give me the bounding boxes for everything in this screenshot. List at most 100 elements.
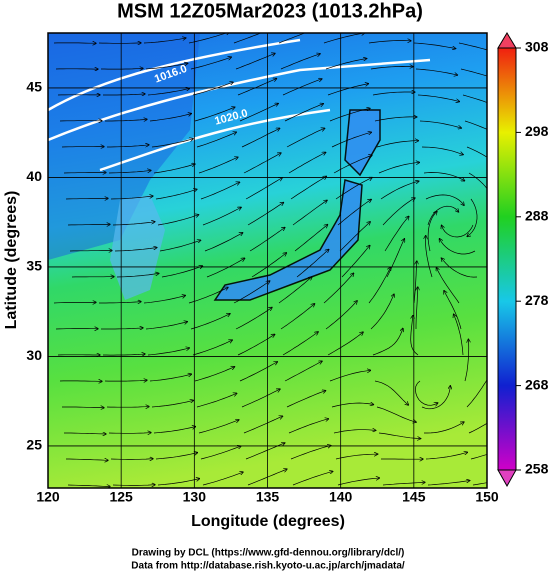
streamline	[327, 332, 363, 356]
streamline	[233, 281, 270, 304]
streamline	[63, 173, 106, 174]
plot-area	[48, 33, 487, 488]
streamline	[247, 203, 284, 226]
streamline	[101, 68, 143, 69]
streamline	[472, 482, 487, 486]
streamline	[155, 189, 197, 200]
x-tick-label: 130	[183, 489, 207, 505]
streamline	[286, 128, 325, 148]
streamline	[410, 316, 419, 356]
streamline	[108, 170, 151, 174]
streamline	[239, 104, 278, 122]
streamline	[341, 246, 370, 278]
streamline	[99, 302, 141, 303]
streamline	[241, 128, 280, 148]
streamline	[159, 240, 201, 252]
streamline	[53, 302, 96, 303]
streamline	[107, 145, 149, 148]
streamline	[413, 261, 417, 304]
streamline	[147, 89, 189, 96]
streamline	[337, 478, 379, 486]
streamline	[284, 361, 322, 382]
title: MSM 12Z05Mar2023 (1013.2hPa)	[117, 0, 423, 22]
streamline	[384, 216, 409, 252]
streamline	[103, 354, 145, 355]
streamline	[198, 420, 239, 434]
streamline	[292, 471, 333, 486]
streamline	[192, 340, 232, 356]
streamline	[147, 348, 189, 356]
colorbar-tick-label: 308	[525, 39, 548, 55]
streamline	[290, 176, 326, 200]
streamline	[200, 182, 240, 200]
streamline	[110, 196, 153, 200]
streamline	[323, 273, 354, 304]
streamline	[243, 153, 281, 174]
streamline	[155, 453, 198, 460]
streamline	[466, 379, 487, 408]
streamline	[339, 222, 370, 252]
streamline	[53, 43, 96, 44]
streamline	[427, 205, 459, 226]
streamline	[374, 117, 417, 122]
streamline	[280, 54, 320, 70]
streamline	[67, 224, 110, 225]
streamline	[278, 277, 312, 304]
streamline	[368, 267, 391, 304]
streamline	[325, 59, 367, 70]
streamline	[464, 339, 469, 382]
streamline	[282, 79, 322, 96]
streamline	[116, 273, 159, 278]
x-tick-label: 120	[36, 489, 60, 505]
streamline	[333, 155, 372, 174]
streamline	[143, 38, 186, 44]
streamline	[331, 403, 374, 408]
streamline	[112, 222, 155, 226]
streamline	[417, 94, 459, 102]
streamline	[290, 446, 331, 460]
streamline	[278, 33, 306, 44]
streamline	[239, 362, 277, 382]
streamline	[103, 94, 145, 95]
streamline	[69, 251, 112, 252]
streamline	[329, 108, 370, 122]
colorbar-tick-label: 278	[525, 292, 548, 308]
streamline	[188, 33, 230, 44]
streamline	[282, 332, 318, 356]
streamline	[439, 239, 476, 255]
streamline	[415, 68, 458, 75]
streamline	[427, 481, 470, 486]
streamline	[337, 199, 371, 226]
streamline	[466, 146, 487, 158]
streamline	[442, 225, 474, 238]
colorbar-tick-label: 288	[525, 208, 548, 224]
streamline	[192, 82, 233, 96]
streamline	[284, 104, 323, 122]
streamline	[421, 146, 463, 155]
streamline	[194, 367, 235, 382]
streamline	[206, 258, 245, 278]
streamline	[114, 248, 157, 252]
streamline	[106, 407, 149, 408]
streamline	[380, 181, 419, 200]
streamline	[161, 266, 203, 278]
streamline	[151, 139, 193, 148]
isobars	[48, 38, 431, 172]
x-tick-label: 150	[475, 489, 499, 505]
streamline	[462, 94, 487, 103]
streamline	[382, 198, 415, 226]
streamline	[105, 119, 147, 121]
streamline	[370, 294, 394, 330]
streamline	[436, 268, 460, 304]
streamline	[425, 194, 464, 205]
streamline	[288, 419, 329, 434]
streamline	[149, 374, 191, 382]
streamlines	[53, 33, 487, 486]
streamline	[292, 200, 327, 226]
streamline	[464, 120, 487, 130]
streamline	[65, 198, 108, 199]
streamline	[233, 33, 262, 44]
streamline	[427, 211, 437, 252]
streamline	[190, 57, 231, 70]
